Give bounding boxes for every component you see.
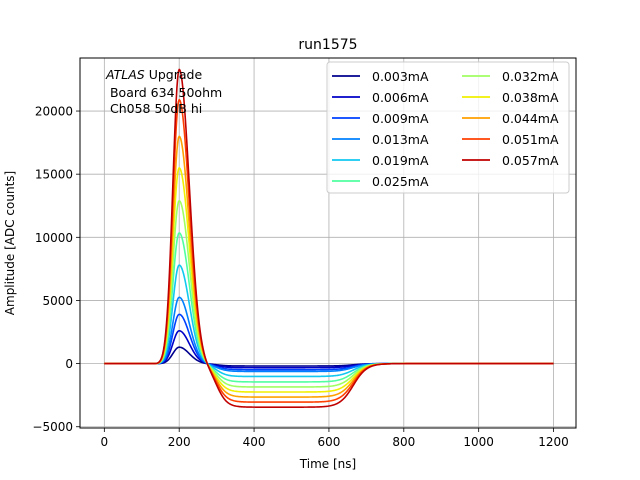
y-tick-label: 10000 (35, 231, 73, 245)
chart-title: run1575 (298, 37, 357, 53)
series-line (104, 68, 554, 408)
legend-label: 0.025mA (372, 174, 429, 189)
legend-label: 0.006mA (372, 90, 429, 105)
x-tick-label: 1000 (463, 435, 494, 449)
x-tick-label: 0 (101, 435, 109, 449)
x-axis-label: Time [ns] (299, 457, 356, 471)
plot-area (79, 57, 577, 429)
annotation-atlas: ATLAS (105, 67, 145, 82)
legend-label: 0.003mA (372, 69, 429, 84)
x-tick-label: 1200 (538, 435, 569, 449)
legend-label: 0.038mA (502, 90, 559, 105)
x-tick-label: 800 (392, 435, 415, 449)
legend-label: 0.009mA (372, 111, 429, 126)
legend-box (326, 61, 570, 194)
legend-label: 0.057mA (502, 153, 559, 168)
axis-ticks: 0 200 400 600 800 1000 1200 −5000 0 5000 10000 1500… (32, 105, 568, 449)
legend-label: 0.032mA (502, 69, 559, 84)
svg-text:ATLAS Upgrade: ATLAS Upgrade (105, 67, 202, 82)
legend-label: 0.051mA (502, 132, 559, 147)
x-tick-label: 600 (317, 435, 340, 449)
legend-label: 0.044mA (502, 111, 559, 126)
x-tick-label: 200 (168, 435, 191, 449)
annotation-board: Board 634 50ohm (106, 85, 222, 100)
y-tick-label: 15000 (35, 168, 73, 182)
annotation-upgrade: Upgrade (145, 67, 203, 82)
annotation: ATLAS Upgrade Board 634 50ohm Ch058 50dB… (105, 67, 222, 116)
series-lines (104, 68, 554, 408)
legend-label: 0.013mA (372, 132, 429, 147)
y-tick-label: −5000 (32, 420, 73, 434)
annotation-channel: Ch058 50dB hi (106, 101, 202, 116)
y-tick-label: 20000 (35, 105, 73, 119)
y-tick-label: 5000 (42, 294, 73, 308)
legend: 0.003mA 0.006mA 0.009mA 0.013mA 0.019mA 0.025… (326, 61, 570, 194)
legend-label: 0.019mA (372, 153, 429, 168)
y-tick-label: 0 (65, 357, 73, 371)
x-tick-label: 400 (243, 435, 266, 449)
y-axis-label: Amplitude [ADC counts] (3, 171, 17, 315)
